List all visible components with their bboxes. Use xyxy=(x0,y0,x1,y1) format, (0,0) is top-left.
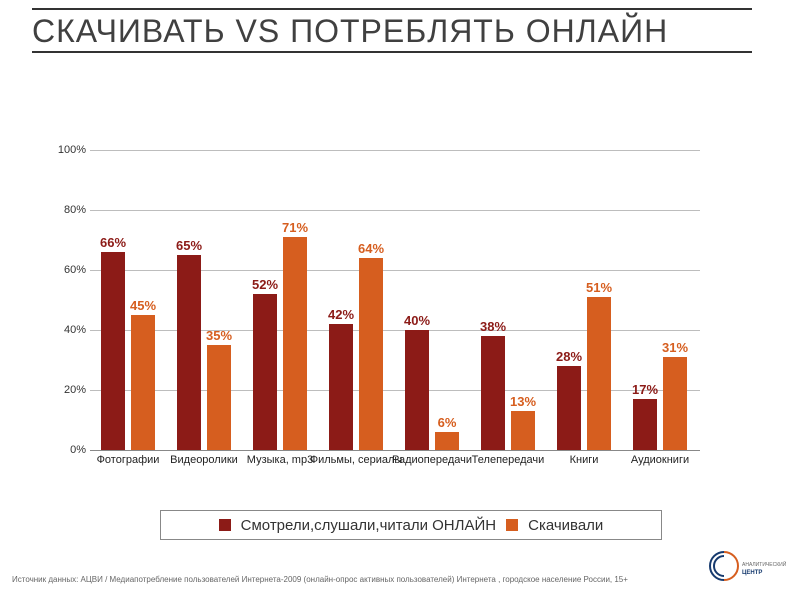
bar xyxy=(207,345,231,450)
bar xyxy=(359,258,383,450)
bar xyxy=(329,324,353,450)
x-category-label: Книги xyxy=(570,454,599,466)
title-rule-top xyxy=(32,8,752,10)
logo: АНАЛИТИЧЕСКИЙ ЦЕНТР xyxy=(706,550,786,586)
x-category-label: Видеоролики xyxy=(170,454,238,466)
bar xyxy=(481,336,505,450)
bar-value-label: 71% xyxy=(282,220,308,235)
bar-value-label: 35% xyxy=(206,328,232,343)
slide-title: СКАЧИВАТЬ VS ПОТРЕБЛЯТЬ ОНЛАЙН xyxy=(32,14,752,49)
bar xyxy=(253,294,277,450)
bar xyxy=(405,330,429,450)
bar xyxy=(633,399,657,450)
chart: 66% 45% 65% 35% 52% 71% 42% 64% 40% 6% 38% 13% 28% 51… xyxy=(40,150,700,480)
bar-value-label: 31% xyxy=(662,340,688,355)
bar-value-label: 42% xyxy=(328,307,354,322)
x-category-label: Музыка, mp3 xyxy=(247,454,313,466)
bar-value-label: 64% xyxy=(358,241,384,256)
y-tick-label: 20% xyxy=(44,384,86,396)
bar-value-label: 51% xyxy=(586,280,612,295)
bar xyxy=(131,315,155,450)
chart-x-axis-labels: Фотографии Видеоролики Музыка, mp3Фильмы, … xyxy=(90,452,700,472)
title-rule-bottom xyxy=(32,51,752,53)
bar xyxy=(435,432,459,450)
legend-label-0: Смотрели,слушали,читали ОНЛАЙН xyxy=(241,517,496,534)
bar xyxy=(283,237,307,450)
x-category-label: Радиопередачи xyxy=(392,454,472,466)
y-tick-label: 60% xyxy=(44,264,86,276)
svg-text:ЦЕНТР: ЦЕНТР xyxy=(742,570,762,576)
svg-text:АНАЛИТИЧЕСКИЙ: АНАЛИТИЧЕСКИЙ xyxy=(742,560,786,568)
bar xyxy=(177,255,201,450)
bar xyxy=(557,366,581,450)
bar-value-label: 6% xyxy=(438,415,457,430)
chart-legend: Смотрели,слушали,читали ОНЛАЙН Скачивали xyxy=(160,510,662,540)
bar-value-label: 13% xyxy=(510,394,536,409)
bar-value-label: 66% xyxy=(100,235,126,250)
y-tick-label: 80% xyxy=(44,204,86,216)
bar-value-label: 52% xyxy=(252,277,278,292)
bar xyxy=(511,411,535,450)
bar xyxy=(587,297,611,450)
source-text: Источник данных: АЦВИ / Медиапотребление… xyxy=(12,575,652,584)
legend-swatch-1 xyxy=(506,519,518,531)
x-category-label: Аудиокниги xyxy=(631,454,689,466)
slide-title-block: СКАЧИВАТЬ VS ПОТРЕБЛЯТЬ ОНЛАЙН xyxy=(32,8,752,53)
bar-value-label: 38% xyxy=(480,319,506,334)
bar-value-label: 28% xyxy=(556,349,582,364)
bar-value-label: 65% xyxy=(176,238,202,253)
legend-swatch-0 xyxy=(219,519,231,531)
legend-label-1: Скачивали xyxy=(528,517,603,534)
y-tick-label: 40% xyxy=(44,324,86,336)
x-category-label: Фотографии xyxy=(97,454,160,466)
y-tick-label: 0% xyxy=(44,444,86,456)
x-category-label: Телепередачи xyxy=(472,454,545,466)
bar xyxy=(101,252,125,450)
x-category-label: Фильмы, сериалы xyxy=(310,454,403,466)
bar-value-label: 40% xyxy=(404,313,430,328)
y-tick-label: 100% xyxy=(44,144,86,156)
chart-bars: 66% 45% 65% 35% 52% 71% 42% 64% 40% 6% 38% 13% 28% 51… xyxy=(90,150,700,450)
bar xyxy=(663,357,687,450)
bar-value-label: 45% xyxy=(130,298,156,313)
bar-value-label: 17% xyxy=(632,382,658,397)
